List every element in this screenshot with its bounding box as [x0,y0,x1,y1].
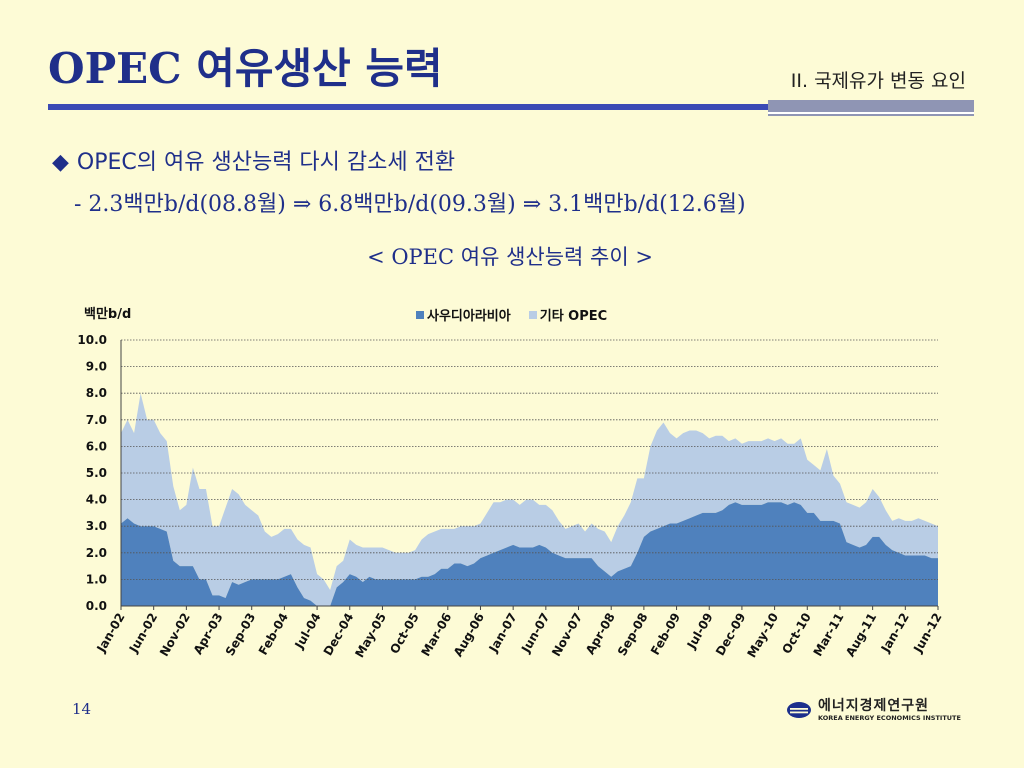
y-axis-unit-label: 백만b/d [84,307,132,322]
x-tick-label: Mar-06 [418,611,454,659]
y-tick-label: 1.0 [86,572,107,586]
y-tick-label: 3.0 [86,519,107,533]
title-divider [48,104,768,110]
y-tick-label: 2.0 [86,546,107,560]
x-tick-label: Oct-05 [387,611,421,657]
legend-label-other-opec: 기타 OPEC [539,309,608,324]
main-bullet: ◆ OPEC의 여유 생산능력 다시 감소세 전환 [52,144,455,176]
area-saudi-arabia [121,502,938,606]
x-tick-label: Nov-02 [157,611,193,659]
x-tick-label: Jan-12 [878,611,912,656]
x-tick-label: Sep-03 [223,611,259,659]
keei-logo-icon [787,702,811,719]
y-tick-label: 7.0 [86,413,107,427]
legend-label-saudi: 사우디아라비아 [427,309,511,324]
x-tick-label: Dec-04 [321,611,357,659]
title-divider-accent [768,100,974,116]
sub-bullet-text: - 2.3백만b/d(08.8월) ⇒ 6.8백만b/d(09.3월) ⇒ 3.… [74,192,746,217]
x-tick-label: Apr-08 [583,611,618,657]
x-tick-label: Sep-08 [615,611,651,659]
legend-swatch-saudi [416,310,424,319]
logo-korean-text: 에너지경제연구원 [818,698,930,714]
x-tick-label: Jul-09 [684,611,716,652]
y-tick-label: 8.0 [86,386,107,400]
section-label: II. 국제유가 변동 요인 [790,70,966,92]
x-tick-label: Aug-06 [451,611,487,660]
logo-english-text: KOREA ENERGY ECONOMICS INSTITUTE [818,714,961,722]
legend-swatch-other-opec [528,310,537,319]
x-tick-label: Jun-02 [126,611,160,656]
x-tick-label: Feb-09 [648,611,683,658]
x-tick-label: Dec-09 [713,611,749,659]
x-tick-label: May-05 [352,611,389,661]
x-tick-label: Nov-07 [549,611,585,659]
x-tick-label: Jan-02 [94,611,128,656]
y-tick-label: 10.0 [77,333,107,347]
x-tick-label: Oct-10 [779,611,813,657]
x-tick-label: Aug-11 [843,611,879,660]
x-tick-label: Jun-12 [910,611,944,656]
chart-legend: 사우디아라비아 기타 OPEC [416,305,607,324]
x-tick-label: Apr-03 [191,611,226,657]
diamond-bullet-icon: ◆ [52,150,69,175]
institute-logo: 에너지경제연구원 KOREA ENERGY ECONOMICS INSTITUT… [786,699,961,722]
y-tick-label: 6.0 [86,439,107,453]
x-tick-label: Feb-04 [256,611,291,658]
legend-item-saudi: 사우디아라비아 [416,305,511,324]
x-tick-label: May-10 [744,611,781,661]
y-tick-label: 0.0 [86,599,107,613]
spare-capacity-chart: 0.0 1.0 2.0 3.0 4.0 5.0 6.0 7.0 8.0 9.0 10.0 Jan-02… [77,333,944,661]
y-tick-label: 4.0 [86,493,107,507]
main-bullet-text: OPEC의 여유 생산능력 다시 감소세 전환 [76,150,456,175]
legend-item-other-opec: 기타 OPEC [528,305,608,324]
page-title: OPEC 여유생산 능력 [48,44,443,93]
y-tick-label: 5.0 [86,466,107,480]
page-number: 14 [72,700,92,718]
x-tick-label: Jan-07 [486,611,520,656]
x-tick-label: Mar-11 [811,611,847,659]
x-tick-label: Jul-04 [292,611,324,652]
chart-caption: < OPEC 여유 생산능력 추이 > [367,245,653,269]
x-tick-label: Jun-07 [518,611,552,656]
y-tick-label: 9.0 [86,360,107,374]
